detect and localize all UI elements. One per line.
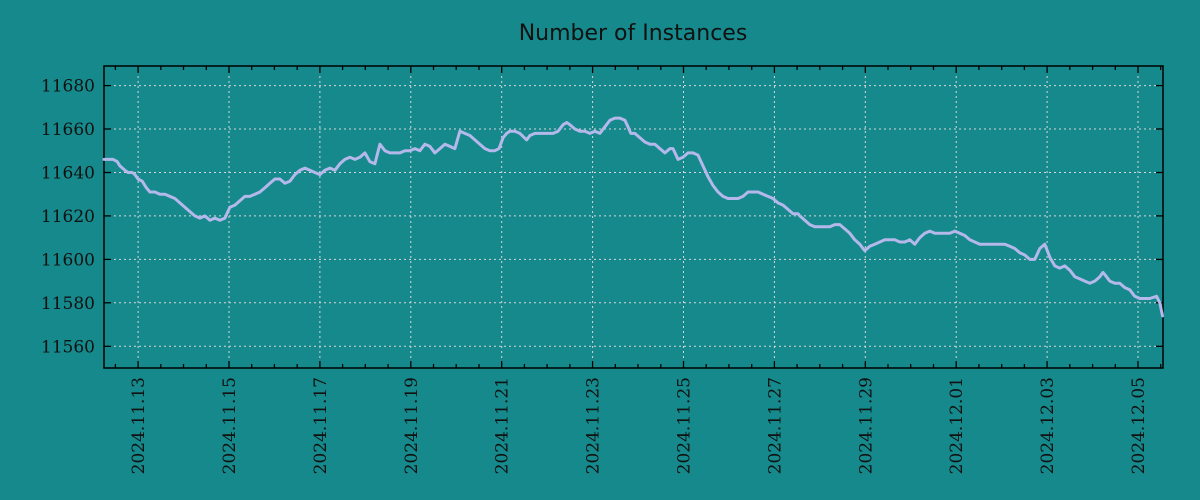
x-tick-label-group: 2024.11.23 [584,377,604,474]
x-tick-label-group: 2024.11.21 [493,377,513,474]
x-tick-label: 2024.11.27 [765,377,785,474]
y-tick-label: 11580 [41,294,95,314]
plot-border [103,65,1164,369]
x-tick-label: 2024.12.03 [1038,377,1058,474]
x-tick-label: 2024.11.23 [584,377,604,474]
x-tick-label: 2024.11.25 [675,377,695,474]
y-tick-label: 11680 [41,77,95,97]
axis-ticks [104,66,1163,368]
x-tick-label: 2024.11.17 [311,377,331,474]
x-tick-label-group: 2024.11.25 [675,377,695,474]
x-tick-label: 2024.11.29 [856,377,876,474]
x-tick-label-group: 2024.12.05 [1129,377,1149,474]
grid-lines [104,66,1163,368]
x-tick-label-group: 2024.11.15 [220,377,240,474]
x-tick-label: 2024.11.13 [129,377,149,474]
x-tick-label-group: 2024.11.29 [856,377,876,474]
x-tick-label: 2024.11.15 [220,377,240,474]
y-tick-label: 11620 [41,207,95,227]
chart-title: Number of Instances [519,21,748,46]
data-line-number-of-instances [102,116,1164,318]
tick-labels: 11560 11580 11600 11620 11640 11660 11680 2024.… [41,77,1149,475]
x-tick-label-group: 2024.11.27 [765,377,785,474]
y-tick-label: 11560 [41,337,95,357]
x-tick-label: 2024.11.19 [402,377,422,474]
x-tick-label-group: 2024.11.13 [129,377,149,474]
x-tick-label-group: 2024.12.01 [947,377,967,474]
x-tick-label-group: 2024.12.03 [1038,377,1058,474]
chart-layers: 11560 11580 11600 11620 11640 11660 11680 2024.… [41,65,1164,475]
y-tick-label: 11600 [41,250,95,270]
x-tick-label-group: 2024.11.17 [311,377,331,474]
y-tick-label: 11640 [41,164,95,184]
x-tick-label: 2024.12.01 [947,377,967,474]
x-tick-label-group: 2024.11.19 [402,377,422,474]
x-tick-label: 2024.12.05 [1129,377,1149,474]
y-tick-label: 11660 [41,120,95,140]
x-tick-label: 2024.11.21 [493,377,513,474]
